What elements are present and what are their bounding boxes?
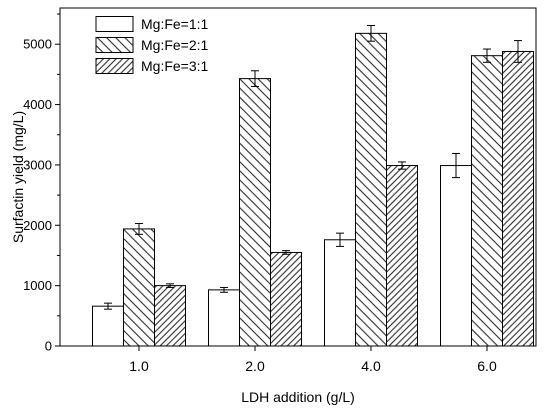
bar-series-1-cat-3 <box>324 239 356 347</box>
legend-label: Mg:Fe=3:1 <box>141 58 209 74</box>
error-bar-series-1-cat-4 <box>452 152 460 179</box>
bar-series-3-cat-4 <box>502 50 534 347</box>
error-bar-series-2-cat-1 <box>135 222 143 235</box>
error-bar-series-3-cat-1 <box>166 283 174 288</box>
y-tick-label: 1000 <box>23 278 52 293</box>
y-tick-label: 5000 <box>23 37 52 52</box>
y-tick-label: 4000 <box>23 97 52 112</box>
plot-frame <box>59 7 537 347</box>
bar-series-1-cat-4 <box>440 165 472 347</box>
error-bar-series-2-cat-2 <box>251 70 259 87</box>
legend-label: Mg:Fe=1:1 <box>141 16 209 32</box>
x-axis-label: LDH addition (g/L) <box>241 389 355 405</box>
legend-label: Mg:Fe=2:1 <box>141 37 209 53</box>
error-bar-series-1-cat-3 <box>336 232 344 247</box>
bar-series-1-cat-1 <box>92 305 124 347</box>
legend-swatch <box>95 58 134 74</box>
bar-series-3-cat-2 <box>270 251 302 347</box>
error-bar-series-1-cat-1 <box>104 302 112 310</box>
legend-swatch <box>95 37 134 53</box>
bar-series-2-cat-3 <box>355 32 387 347</box>
x-tick-label: 2.0 <box>245 358 265 374</box>
y-axis-label: Surfactin yield (mg/L) <box>10 111 26 243</box>
bar-series-2-cat-2 <box>239 78 271 347</box>
error-bar-series-3-cat-4 <box>514 40 522 63</box>
x-tick-label: 6.0 <box>477 358 497 374</box>
bars <box>92 32 534 347</box>
y-tick-label: 3000 <box>23 157 52 172</box>
error-bar-series-2-cat-3 <box>367 25 375 42</box>
error-bar-series-1-cat-2 <box>220 286 228 293</box>
error-bars <box>104 25 522 310</box>
axes: 0 1000 2000 3000 4000 5000 1.0 2.0 4.0 6.0 <box>23 7 537 374</box>
legend-item-series-1: Mg:Fe=1:1 <box>95 16 209 32</box>
bar-series-2-cat-4 <box>471 55 503 347</box>
error-bar-series-3-cat-3 <box>398 161 406 170</box>
legend-item-series-3: Mg:Fe=3:1 <box>95 58 209 74</box>
error-bar-series-2-cat-4 <box>483 48 491 63</box>
y-tick-label: 0 <box>45 339 52 354</box>
x-tick-label: 4.0 <box>361 358 381 374</box>
y-tick-label: 2000 <box>23 218 52 233</box>
error-bar-series-3-cat-2 <box>282 250 290 255</box>
x-tick-label: 1.0 <box>129 358 149 374</box>
legend-item-series-2: Mg:Fe=2:1 <box>95 37 209 53</box>
legend: Mg:Fe=1:1 Mg:Fe=2:1 Mg:Fe=3:1 <box>95 16 209 74</box>
bar-series-3-cat-1 <box>154 285 186 347</box>
legend-swatch <box>95 16 134 32</box>
bar-series-1-cat-2 <box>208 289 240 347</box>
bar-series-2-cat-1 <box>123 228 155 347</box>
bar-series-3-cat-3 <box>386 165 418 347</box>
